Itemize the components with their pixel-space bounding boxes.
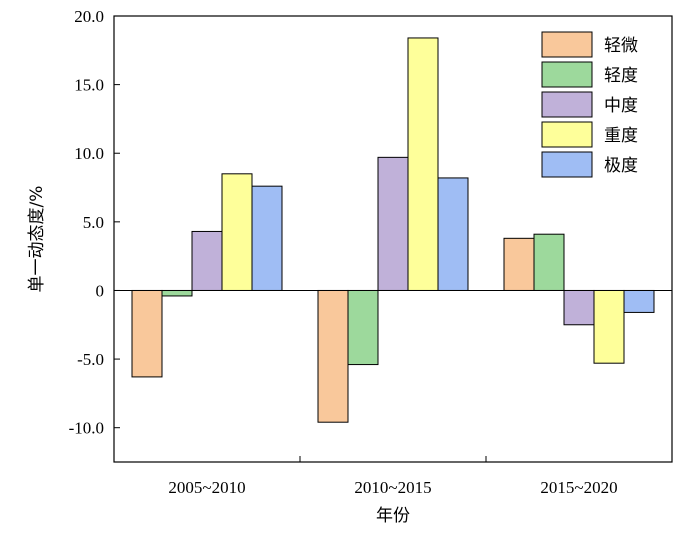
legend-swatch [541,121,593,148]
legend-label: 轻微 [604,36,638,56]
y-tick-label: 20.0 [74,7,104,26]
x-axis: 2005~2010 2010~2015 2015~2020 [168,456,618,497]
y-axis-title: 单一动态度/% [27,186,47,293]
bar-5-1 [251,185,283,291]
bar-2-1 [161,289,193,297]
y-axis: -10.0 -5.0 0 5.0 10.0 15.0 20.0 [69,7,120,438]
bar-3-3 [563,289,595,326]
bar-2-2 [347,289,379,366]
x-tick-label: 2005~2010 [168,478,245,497]
legend-swatch [541,151,593,178]
bar-5-3 [623,289,655,313]
bar-1-1 [131,289,163,378]
bar-3-2 [377,156,409,291]
y-tick-label: -10.0 [69,419,104,438]
legend-label: 轻度 [604,66,638,86]
bar-5-2 [437,177,469,291]
bar-4-1 [221,173,253,291]
y-tick-label: -5.0 [77,350,104,369]
legend-label: 中度 [604,96,638,116]
legend-swatch [541,91,593,118]
plot-frame [113,15,673,463]
bar-1-2 [317,289,349,423]
y-tick-label: 15.0 [74,76,104,95]
x-axis-title: 年份 [376,506,410,526]
x-tick-label: 2015~2020 [540,478,617,497]
bar-1-3 [503,237,535,291]
legend-label: 极度 [604,156,638,176]
bar-4-3 [593,289,625,364]
bar-3-1 [191,230,223,291]
bar-2-3 [533,233,565,291]
y-tick-label: 10.0 [74,144,104,163]
y-tick-label: 0 [96,281,105,300]
legend-swatch [541,31,593,58]
y-tick-label: 5.0 [83,213,104,232]
legend-swatch [541,61,593,88]
legend-label: 重度 [604,126,638,146]
x-tick-label: 2010~2015 [354,478,431,497]
bar-4-2 [407,37,439,291]
